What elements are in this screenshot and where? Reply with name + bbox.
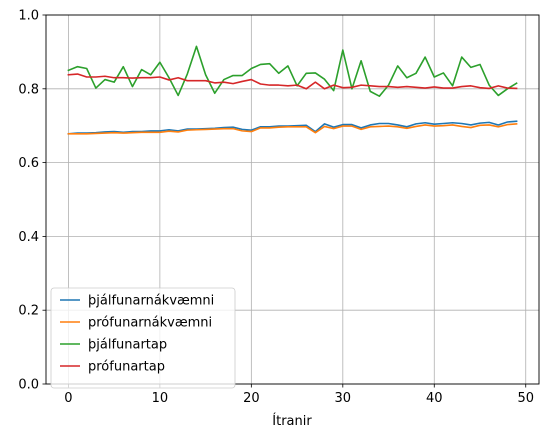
x-tick-label: 30 [335, 391, 352, 406]
series-lines [67, 45, 518, 135]
x-axis-ticks: 0 10 20 30 40 50 [64, 384, 534, 406]
x-tick-label: 50 [517, 391, 534, 406]
legend-label: prófunartap [88, 360, 165, 375]
legend-label: prófunarnákvæmni [88, 316, 212, 331]
series-line-4 [67, 73, 518, 90]
y-tick-label: 0.8 [18, 82, 39, 97]
x-tick-label: 10 [152, 391, 169, 406]
y-tick-label: 1.0 [18, 9, 39, 24]
x-tick-label: 40 [426, 391, 443, 406]
y-tick-label: 0.2 [18, 304, 39, 319]
y-axis-ticks: 0.0 0.2 0.4 0.6 0.8 1.0 [18, 9, 46, 393]
series-line-1 [67, 120, 518, 135]
x-tick-label: 20 [243, 391, 260, 406]
legend-box [50, 287, 236, 389]
plot-frame [45, 14, 540, 385]
legend-label: þjálfunartap [88, 338, 167, 353]
series-line-3 [67, 45, 518, 97]
y-tick-label: 0.4 [18, 230, 39, 245]
x-axis-label: Ítranir [272, 413, 312, 429]
y-tick-label: 0.6 [18, 156, 39, 171]
y-tick-label: 0.0 [18, 378, 39, 393]
legend-label: þjálfunarnákvæmni [88, 294, 214, 309]
series-line-2 [67, 122, 518, 135]
legend: þjálfunarnákvæmni prófunarnákvæmni þjálfun… [50, 287, 236, 389]
x-tick-label: 0 [64, 391, 72, 406]
